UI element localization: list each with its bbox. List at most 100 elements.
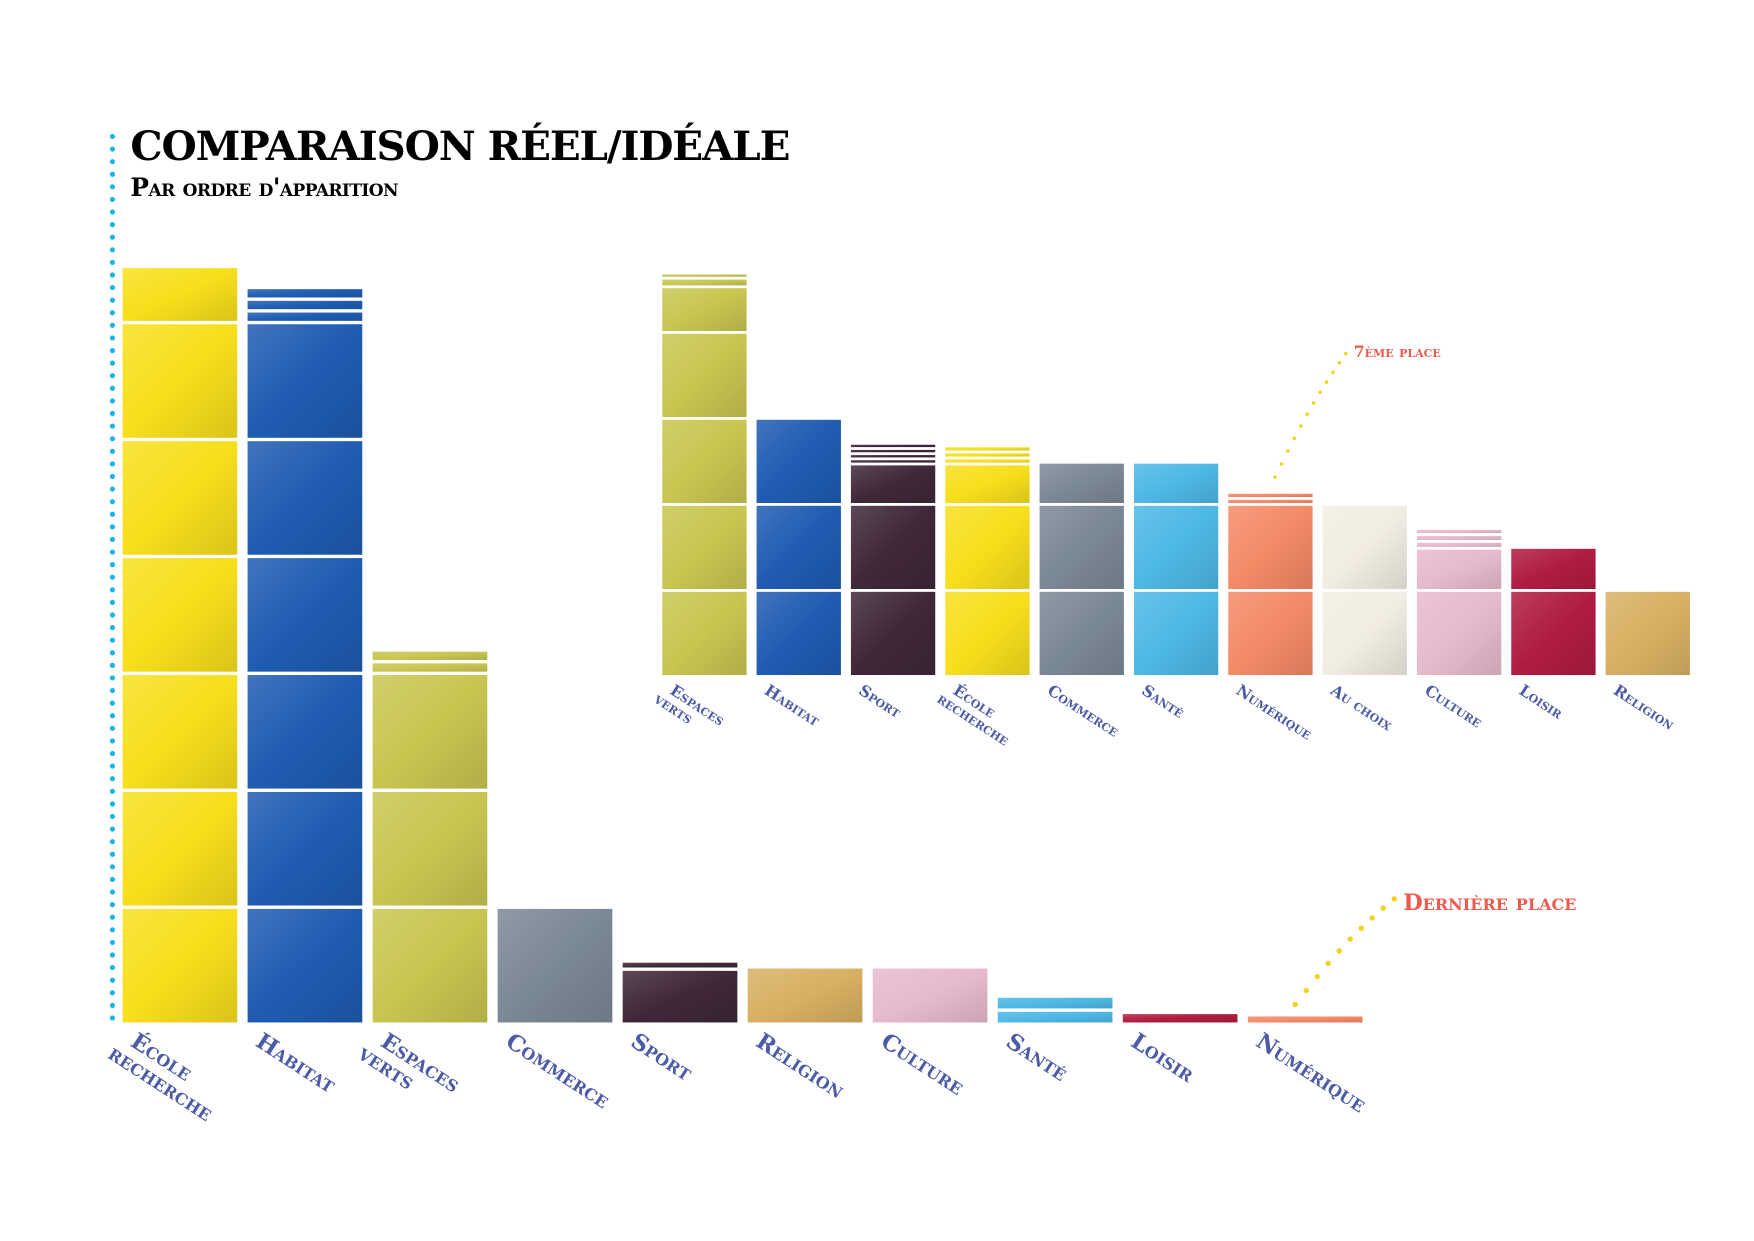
bar-segment: [662, 279, 747, 286]
axis-dot: [109, 599, 116, 605]
bar-segment: [372, 663, 488, 672]
axis-dot: [109, 511, 116, 517]
axis-dot: [109, 373, 116, 379]
leader-dot: [1314, 973, 1320, 980]
axis-dot: [109, 473, 116, 480]
bar-segment: [1416, 529, 1502, 534]
bar-segment: [850, 591, 936, 676]
bar-segment: [945, 459, 1030, 463]
annotation-leaders: [1273, 351, 1397, 1008]
axis-dot: [109, 272, 116, 278]
bar-numérique: [1247, 1016, 1363, 1023]
leader-dot: [1369, 915, 1375, 921]
axis-dot: [109, 436, 116, 442]
bar-au choix: [1322, 505, 1407, 676]
leader-dot: [1331, 370, 1335, 375]
bar-segment: [1133, 463, 1219, 504]
bar-segment: [1122, 1014, 1238, 1023]
bar-segment: [1511, 591, 1596, 676]
leader-dot: [1279, 462, 1284, 466]
bar-segment: [497, 908, 613, 1023]
bar-segment: [372, 675, 488, 789]
bar-commerce: [1039, 463, 1124, 676]
bar-segment: [850, 460, 936, 463]
bar-segment: [1039, 463, 1124, 504]
bar-segment: [1228, 493, 1313, 497]
axis-dot: [109, 536, 116, 543]
bar-religion: [1605, 591, 1690, 676]
axis-dot: [109, 297, 116, 303]
bar-segment: [372, 908, 488, 1023]
bar-segment: [247, 289, 363, 298]
axis-dot: [109, 322, 116, 328]
axis-dot: [109, 927, 116, 933]
category-label: Espacesverts: [650, 675, 728, 743]
axis-dot: [109, 713, 116, 719]
axis-dot: [109, 284, 116, 291]
bar-segment: [662, 419, 747, 504]
bar-sport: [622, 962, 738, 1023]
axis-dot: [109, 448, 116, 454]
bar-segment: [247, 441, 363, 555]
axis-dot: [109, 914, 116, 920]
axis-dot: [109, 234, 116, 240]
bar-segment: [1322, 505, 1407, 590]
bar-santé: [997, 997, 1113, 1023]
bar-segment: [756, 505, 841, 590]
category-label: Habitat: [251, 1028, 340, 1098]
bar-segment: [247, 300, 363, 310]
bar-segment: [662, 288, 747, 331]
axis-dot: [109, 763, 116, 769]
axis-dot: [109, 146, 116, 152]
bar-école-recherche: [945, 447, 1030, 676]
axis-dot: [109, 624, 116, 631]
axis-dot: [109, 247, 116, 253]
axis-dot: [109, 788, 116, 794]
bar-segment: [945, 453, 1030, 457]
category-label: Culture: [876, 1028, 968, 1101]
axis-dot: [109, 524, 116, 530]
bar-segment: [1511, 548, 1596, 590]
axis-dot: [109, 461, 116, 467]
bar-segment: [247, 791, 363, 906]
category-label: Commerce: [501, 1028, 614, 1114]
bar-segment: [247, 675, 363, 789]
bar-segment: [945, 447, 1030, 451]
bar-segment: [756, 591, 841, 676]
leader-dot: [1391, 896, 1397, 902]
leader-dot: [1292, 436, 1297, 441]
leader-dot: [1358, 925, 1364, 931]
bar-segment: [1228, 499, 1313, 504]
axis-dot: [109, 965, 116, 971]
bar-segment: [662, 505, 747, 590]
axis-dot: [109, 159, 116, 165]
bar-culture: [872, 968, 988, 1023]
axis-dot: [109, 801, 116, 807]
leader-dot: [1347, 936, 1353, 942]
axis-dot: [109, 851, 116, 857]
axis-dot: [109, 675, 116, 681]
axis-dot: [109, 662, 116, 668]
axis-dot: [109, 133, 116, 140]
category-label: Écolerecherche: [103, 1021, 230, 1127]
axis-dot: [109, 977, 116, 983]
bar-segment: [122, 908, 238, 1023]
leader-dot: [1336, 948, 1342, 954]
bar-segment: [247, 908, 363, 1023]
axis-dot: [109, 209, 116, 215]
axis-dot: [109, 486, 116, 492]
leader-dot: [1305, 412, 1310, 417]
bar-segment: [122, 441, 238, 555]
axis-dot: [109, 184, 116, 190]
bar-segment: [122, 675, 238, 789]
category-label: Loisir: [1126, 1028, 1199, 1088]
bar-segment: [1133, 505, 1219, 590]
axis-dot: [109, 310, 116, 316]
bar-segment: [1133, 591, 1219, 676]
category-label: Numérique: [1251, 1028, 1370, 1118]
axis-dot: [109, 889, 116, 895]
axis-dot: [109, 902, 116, 908]
axis-dot: [109, 171, 116, 177]
bar-segment: [872, 968, 988, 1023]
